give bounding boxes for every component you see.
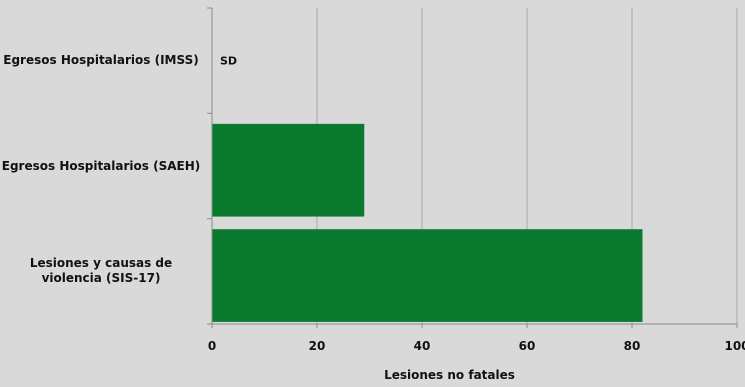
category-label-2: Egresos Hospitalarios (SAEH) bbox=[1, 158, 201, 173]
x-tick-label-0: 0 bbox=[208, 339, 216, 353]
x-tick-label-20: 20 bbox=[309, 339, 326, 353]
category-label-1: Egresos Hospitalarios (IMSS) bbox=[3, 53, 199, 68]
bar-3 bbox=[212, 229, 643, 322]
bar-2 bbox=[212, 123, 365, 217]
x-tick-label-40: 40 bbox=[414, 339, 431, 353]
bar-annotation-1: SD bbox=[220, 55, 237, 68]
x-tick-label-100: 100 bbox=[724, 339, 745, 353]
x-axis-title: Lesiones no fatales bbox=[384, 368, 515, 382]
x-tick-label-80: 80 bbox=[624, 339, 641, 353]
x-tick-label-60: 60 bbox=[519, 339, 536, 353]
category-label-3: Lesiones y causas de violencia (SIS-17) bbox=[29, 256, 173, 286]
